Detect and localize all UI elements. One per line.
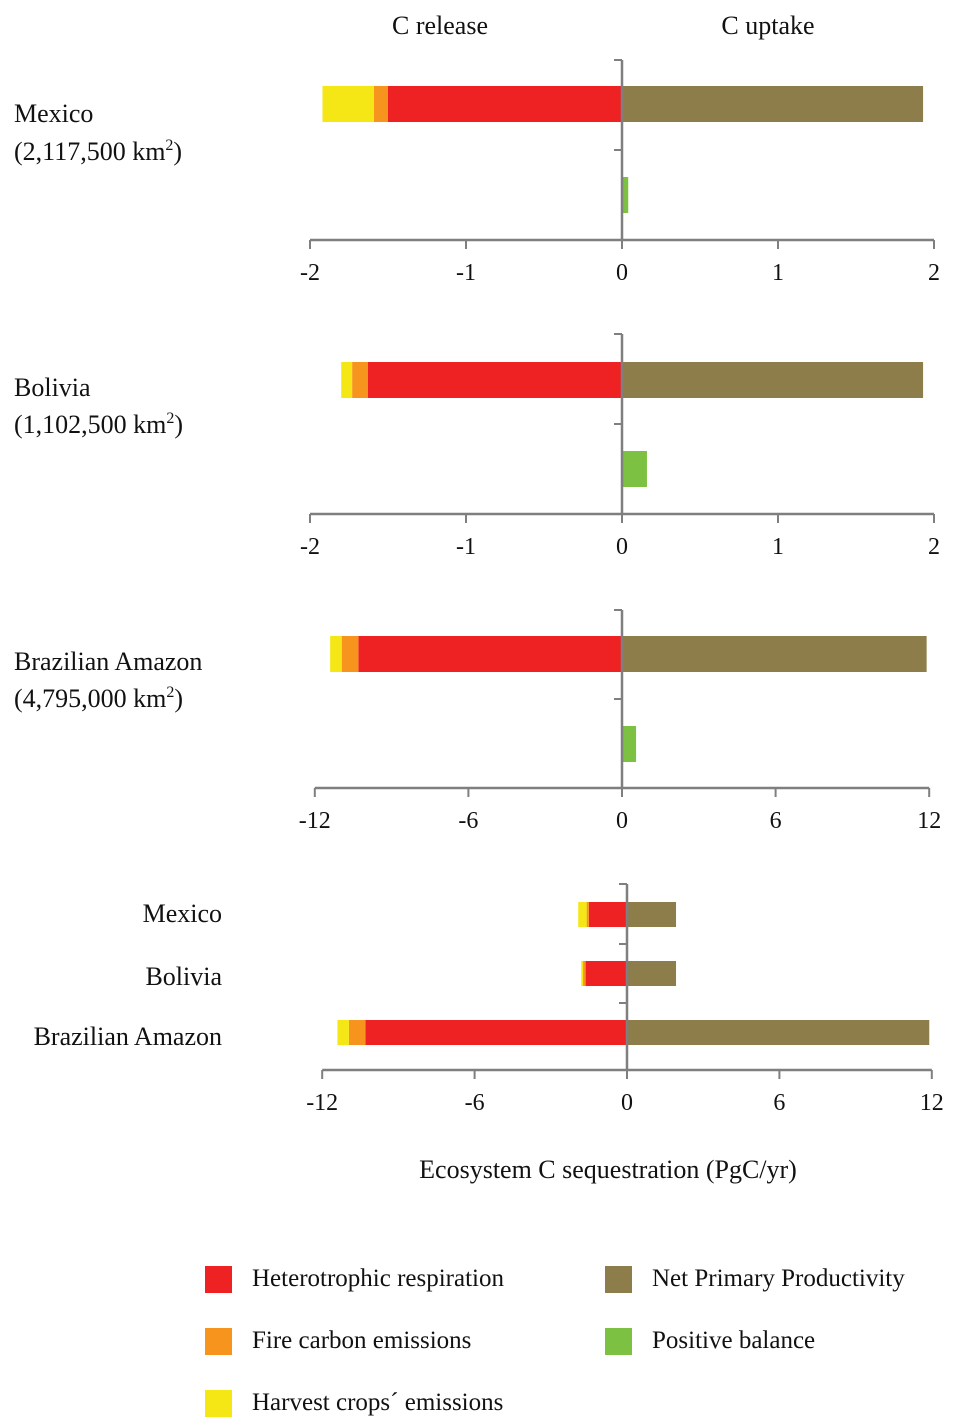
mexico-area-close: ) [173,137,182,166]
bolivia-harvest-emissions-bar [341,362,353,398]
summary-label-bolivia: Bolivia [145,962,222,991]
mexico-panel-label: Mexico [14,99,93,128]
summary-label-mexico: Mexico [143,899,222,928]
bolivia-x-tick-label: 2 [928,534,940,560]
summary-mexico-heterotrophic-respiration-bar [588,902,627,927]
summary-bolivia-harvest-emissions-bar [581,961,584,986]
legend-swatch-net-primary-productivity [605,1265,632,1293]
bolivia-positive-balance-bar [622,451,647,487]
header-c-uptake: C uptake [721,11,814,40]
mexico-x-tick-label: 0 [616,260,628,286]
mexico-npp-bar [622,86,924,122]
mexico-area-superscript: 2 [165,137,173,154]
mexico-x-tick-label: 2 [928,260,940,286]
summary-bolivia-fire-emissions-bar [583,961,586,986]
bolivia-x-tick-label: -1 [456,534,476,560]
mexico-harvest-emissions-bar [322,86,374,122]
summary-mexico-fire-emissions-bar [586,902,589,927]
summary-brazilian-amazon-harvest-emissions-bar [337,1020,349,1045]
legend-label-net-primary-productivity: Net Primary Productivity [652,1265,905,1292]
legend-label-heterotrophic-respiration: Heterotrophic respiration [252,1265,504,1292]
mexico-x-tick-label: -2 [300,260,320,286]
legend-swatch-fire-carbon-emissions [205,1327,232,1355]
summary-x-tick-label: 12 [920,1090,944,1116]
brazilian-amazon-fire-emissions-bar [341,636,359,672]
legend: Heterotrophic respiration Net Primary Pr… [205,1260,945,1417]
legend-swatch-heterotrophic-respiration [205,1265,232,1293]
brazilian-amazon-panel-label: Brazilian Amazon [14,647,202,676]
brazilian-amazon-x-tick-label: -12 [299,808,331,834]
brazilian-amazon-x-tick-label: -6 [458,808,478,834]
mexico-positive-balance-bar [622,177,629,213]
summary-bolivia-heterotrophic-respiration-bar [585,961,627,986]
brazilian-amazon-x-tick-label: 0 [616,808,628,834]
brazilian-amazon-harvest-emissions-bar [330,636,342,672]
bolivia-panel-label: Bolivia [14,373,91,402]
legend-swatch-positive-balance [605,1327,632,1355]
legend-label-fire-carbon-emissions: Fire carbon emissions [252,1327,472,1354]
legend-label-harvest-crops-emissions: Harvest crops´ emissions [252,1389,504,1416]
summary-x-tick-label: 0 [621,1090,633,1116]
summary-x-axis-label: Ecosystem C sequestration (PgC/yr) [419,1155,797,1184]
brazilian-amazon-npp-bar [622,636,927,672]
summary-label-brazilian-amazon: Brazilian Amazon [34,1022,222,1051]
brazilian-amazon-positive-balance-bar [622,726,637,762]
brazilian-amazon-x-tick-label: 12 [917,808,941,834]
brazilian-amazon-area-superscript: 2 [166,684,174,701]
summary-x-tick-label: 6 [773,1090,785,1116]
summary-x-tick-label: -6 [465,1090,485,1116]
bolivia-npp-bar [622,362,924,398]
header-c-release: C release [392,11,488,40]
bolivia-area-close: ) [174,410,183,439]
bolivia-x-tick-label: 0 [616,534,628,560]
legend-item-fire-carbon-emissions: Fire carbon emissions [205,1327,471,1355]
legend-item-net-primary-productivity: Net Primary Productivity [605,1265,905,1293]
legend-swatch-harvest-crops-emissions [205,1389,232,1417]
mexico-x-tick-label: 1 [772,260,784,286]
summary-brazilian-amazon-npp-bar [627,1020,930,1045]
brazilian-amazon-area-value: (4,795,000 km [14,684,166,713]
brazilian-amazon-x-tick-label: 6 [770,808,782,834]
bolivia-fire-emissions-bar [352,362,368,398]
bolivia-heterotrophic-respiration-bar [367,362,622,398]
mexico-panel-area: (2,117,500 km2) [14,137,182,166]
summary-bolivia-npp-bar [627,961,677,986]
legend-item-heterotrophic-respiration: Heterotrophic respiration [205,1265,504,1293]
summary-x-tick-label: -12 [306,1090,338,1116]
brazilian-amazon-area-close: ) [174,684,183,713]
bolivia-panel-area: (1,102,500 km2) [14,410,183,439]
mexico-fire-emissions-bar [373,86,388,122]
bolivia-area-superscript: 2 [166,410,174,427]
mexico-heterotrophic-respiration-bar [388,86,622,122]
mexico-x-tick-label: -1 [456,260,476,286]
summary-brazilian-amazon-heterotrophic-respiration-bar [365,1020,627,1045]
bolivia-area-value: (1,102,500 km [14,410,166,439]
bolivia-x-tick-label: 1 [772,534,784,560]
summary-mexico-harvest-emissions-bar [578,902,587,927]
chart-panels: Mexico(2,117,500 km2)-2 -1 0 1 2Bolivia(1,10… [14,59,944,1184]
legend-item-positive-balance: Positive balance [605,1327,815,1355]
summary-brazilian-amazon-fire-emissions-bar [348,1020,366,1045]
brazilian-amazon-heterotrophic-respiration-bar [358,636,622,672]
bolivia-x-tick-label: -2 [300,534,320,560]
legend-label-positive-balance: Positive balance [652,1327,816,1354]
brazilian-amazon-panel-area: (4,795,000 km2) [14,684,183,713]
summary-mexico-npp-bar [627,902,677,927]
legend-item-harvest-crops-emissions: Harvest crops´ emissions [205,1389,503,1417]
mexico-area-value: (2,117,500 km [14,137,165,166]
